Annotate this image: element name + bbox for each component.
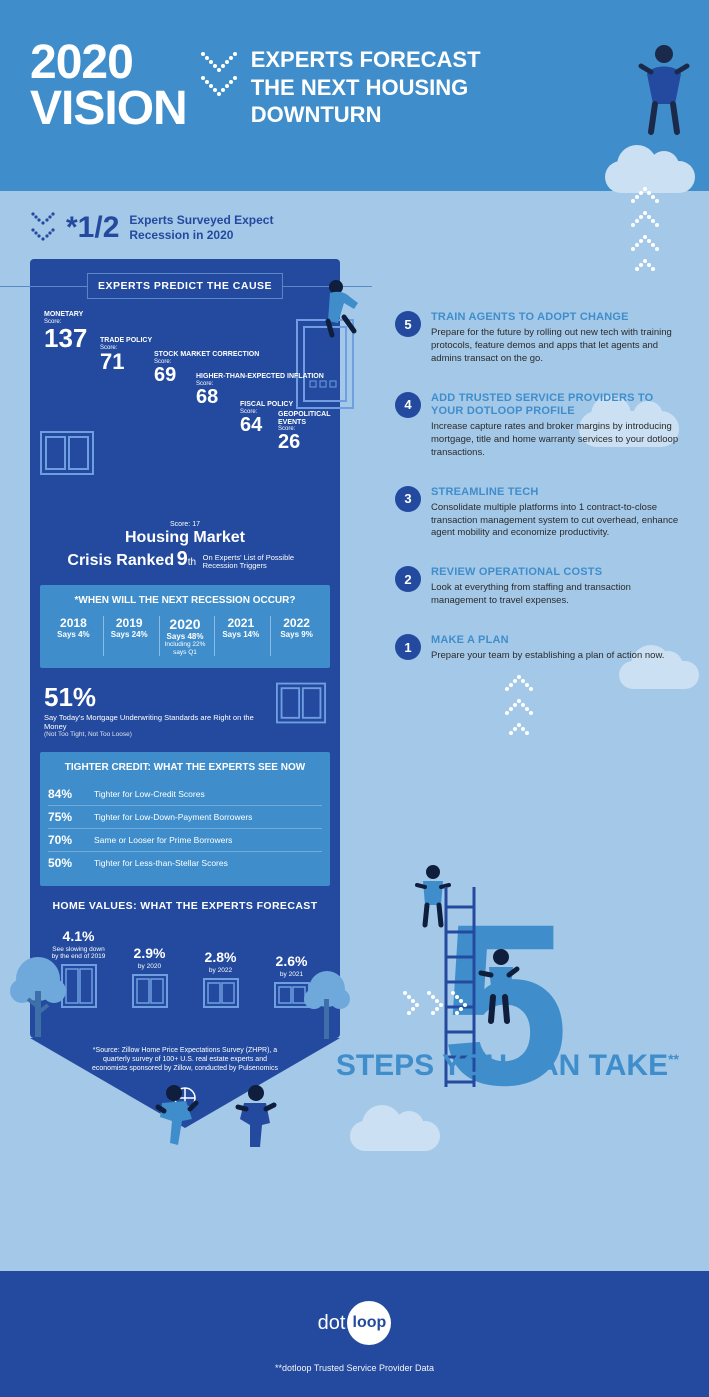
- step-item: 2 REVIEW OPERATIONAL COSTS Look at every…: [395, 566, 685, 608]
- hero-title-line1: 2020: [30, 40, 187, 86]
- crisis-line: Score: 17 Housing MarketCrisis Ranked 9t…: [44, 521, 326, 571]
- window-icon: [276, 682, 326, 724]
- hero-chevron-icon: [199, 50, 239, 100]
- runners-icon: [150, 1083, 282, 1153]
- causes-title: EXPERTS PREDICT THE CAUSE: [87, 273, 283, 299]
- cause-item: MONETARYScore:137: [44, 311, 87, 350]
- person-holding-ladder-icon: [473, 947, 525, 1027]
- tighter-title: TIGHTER CREDIT: WHAT THE EXPERTS SEE NOW: [48, 762, 322, 774]
- tighter-row: 70%Same or Looser for Prime Borrowers: [48, 829, 322, 852]
- step-title: ADD TRUSTED SERVICE PROVIDERS TO YOUR DO…: [431, 392, 685, 418]
- chevron-down-icon: [30, 211, 56, 245]
- step-title: TRAIN AGENTS TO ADOPT CHANGE: [431, 311, 685, 324]
- brand-logo: dot loop: [318, 1301, 392, 1345]
- tree-icon: [6, 951, 70, 1041]
- step-number: 3: [395, 486, 421, 512]
- tighter-panel: TIGHTER CREDIT: WHAT THE EXPERTS SEE NOW…: [40, 752, 330, 887]
- up-arrows-icon: [499, 671, 539, 741]
- step-desc: Consolidate multiple platforms into 1 co…: [431, 502, 685, 540]
- step-title: MAKE A PLAN: [431, 634, 664, 647]
- year-item: 2022Says 9%: [270, 616, 322, 655]
- half-row: *1/2 Experts Surveyed Expect Recession i…: [30, 211, 340, 245]
- hero-title-line2: VISION: [30, 86, 187, 132]
- year-item: 2018Says 4%: [48, 616, 99, 655]
- cause-item: GEOPOLITICAL EVENTSScore:26: [278, 411, 330, 452]
- step-desc: Look at everything from staffing and tra…: [431, 582, 685, 608]
- step-number: 5: [395, 311, 421, 337]
- step-desc: Prepare for the future by rolling out ne…: [431, 327, 685, 365]
- step-number: 2: [395, 566, 421, 592]
- person-jumping-icon: [629, 40, 699, 150]
- tighter-row: 84%Tighter for Low-Credit Scores: [48, 783, 322, 806]
- step-title: REVIEW OPERATIONAL COSTS: [431, 566, 685, 579]
- brand-loop: loop: [347, 1301, 391, 1345]
- step-item: 4 ADD TRUSTED SERVICE PROVIDERS TO YOUR …: [395, 392, 685, 460]
- hero-title: 2020 VISION: [30, 40, 187, 131]
- step-item: 5 TRAIN AGENTS TO ADOPT CHANGE Prepare f…: [395, 311, 685, 366]
- step-desc: Prepare your team by establishing a plan…: [431, 650, 664, 663]
- source-note: *Source: Zillow Home Price Expectations …: [30, 1046, 340, 1073]
- when-panel: *WHEN WILL THE NEXT RECESSION OCCUR? 201…: [40, 585, 330, 668]
- chevrons-right-icon: [399, 989, 479, 1017]
- arrow-body: EXPERTS PREDICT THE CAUSE MONETARYScore:…: [30, 259, 340, 1038]
- step-number: 4: [395, 392, 421, 418]
- tree-icon: [300, 965, 354, 1041]
- home-value-item: 2.9%by 2020: [119, 945, 180, 1008]
- hero-banner: 2020 VISION EXPERTS FORECAST THE NEXT HO…: [0, 0, 709, 191]
- year-item: 2021Says 14%: [214, 616, 266, 655]
- brand-dot: dot: [318, 1312, 346, 1335]
- step-desc: Increase capture rates and broker margin…: [431, 421, 685, 459]
- window-icon: [132, 974, 168, 1008]
- arrow-column: *1/2 Experts Surveyed Expect Recession i…: [30, 211, 340, 1128]
- window-icon: [203, 978, 239, 1008]
- main-area: *1/2 Experts Surveyed Expect Recession i…: [0, 191, 709, 1271]
- steps-heading: STEPS YOU CAN TAKE**: [336, 1050, 679, 1082]
- half-fraction: *1/2: [66, 211, 119, 245]
- year-item: 2020Says 48%Including 22% says Q1: [159, 616, 211, 655]
- hv-title: HOME VALUES: WHAT THE EXPERTS FORECAST: [44, 900, 326, 912]
- when-title: *WHEN WILL THE NEXT RECESSION OCCUR?: [48, 595, 322, 607]
- tighter-row: 50%Tighter for Less-than-Stellar Scores: [48, 852, 322, 874]
- years-row: 2018Says 4%2019Says 24%2020Says 48%Inclu…: [48, 616, 322, 655]
- cloud-icon: [619, 661, 699, 689]
- footer: dot loop **dotloop Trusted Service Provi…: [0, 1271, 709, 1397]
- up-arrows-icon: [625, 183, 665, 273]
- half-text: Experts Surveyed Expect Recession in 202…: [129, 213, 273, 243]
- cloud-icon: [350, 1121, 440, 1151]
- step-number: 1: [395, 634, 421, 660]
- year-item: 2019Says 24%: [103, 616, 155, 655]
- person-climbing-icon: [320, 277, 376, 341]
- window-icon: [40, 431, 94, 475]
- step-item: 3 STREAMLINE TECH Consolidate multiple p…: [395, 486, 685, 541]
- step-title: STREAMLINE TECH: [431, 486, 685, 499]
- steps-column: 1 MAKE A PLAN Prepare your team by estab…: [395, 311, 685, 663]
- hero-subtitle: EXPERTS FORECAST THE NEXT HOUSING DOWNTU…: [251, 46, 511, 129]
- cause-item: TRADE POLICYScore:71: [100, 337, 152, 372]
- home-value-item: 2.8%by 2022: [190, 949, 251, 1008]
- step-item: 1 MAKE A PLAN Prepare your team by estab…: [395, 634, 685, 663]
- mortgage-block: 51% Say Today's Mortgage Underwriting St…: [44, 682, 326, 738]
- home-values-row: 4.1%See slowing down by the end of 2019 …: [48, 922, 322, 1008]
- footer-note: **dotloop Trusted Service Provider Data: [0, 1363, 709, 1373]
- tighter-row: 75%Tighter for Low-Down-Payment Borrower…: [48, 806, 322, 829]
